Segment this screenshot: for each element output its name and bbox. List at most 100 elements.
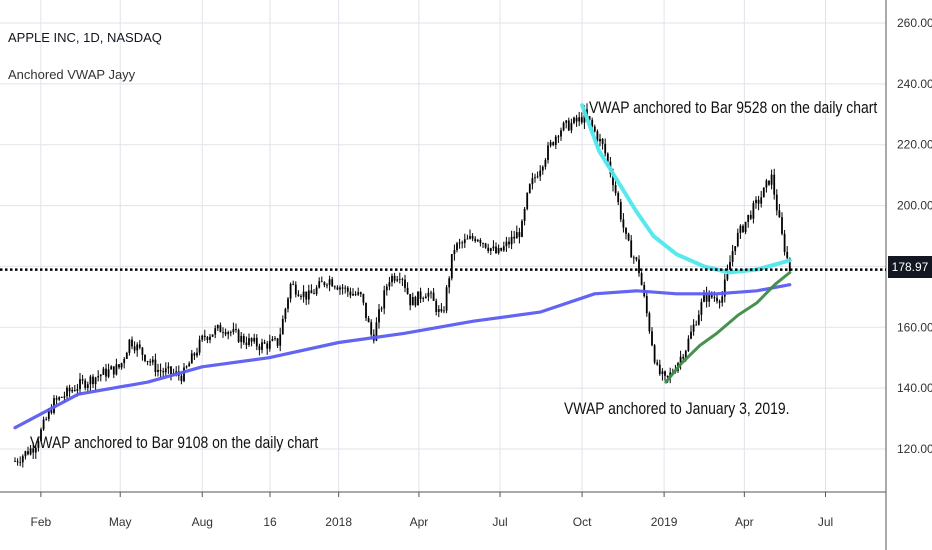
price-candle-body <box>229 332 232 333</box>
price-candle-body <box>461 242 464 244</box>
price-candle-body <box>76 389 79 391</box>
price-candle-body <box>357 292 360 295</box>
price-candle-body <box>752 203 755 219</box>
price-candle-body <box>713 297 716 299</box>
price-candle-body <box>443 310 445 312</box>
price-candle-body <box>638 259 640 274</box>
price-candle-body <box>73 389 76 391</box>
x-tick-label: 2019 <box>651 515 678 529</box>
price-candle-body <box>570 122 573 131</box>
price-candle-body <box>167 366 170 369</box>
price-candle-body <box>406 287 409 295</box>
price-candle-body <box>588 116 591 120</box>
price-candle-body <box>430 292 432 294</box>
price-candle-body <box>700 301 703 315</box>
price-candle-body <box>656 362 659 365</box>
price-candle-body <box>549 142 552 146</box>
price-candle-body <box>89 376 92 385</box>
price-candle-body <box>180 375 183 382</box>
price-candle-body <box>315 287 318 294</box>
price-candle-body <box>476 239 479 242</box>
price-candle-body <box>635 257 638 260</box>
price-candle-body <box>250 338 253 342</box>
price-candle-body <box>328 279 331 285</box>
price-candle-body <box>365 302 367 319</box>
price-candle-body <box>502 246 505 251</box>
price-candle-body <box>310 290 313 294</box>
price-candle-body <box>492 246 495 249</box>
price-candle-body <box>141 347 144 355</box>
price-candle-body <box>453 250 456 255</box>
price-candle-body <box>708 292 711 302</box>
price-candle-body <box>60 397 63 398</box>
price-candle-body <box>580 117 583 123</box>
price-candle-body <box>203 335 206 338</box>
price-candle-body <box>29 448 32 455</box>
y-tick-label: 160.00 <box>897 320 932 334</box>
y-tick-label: 260.00 <box>897 16 932 30</box>
price-candle-body <box>450 254 453 279</box>
price-candle-body <box>422 298 425 300</box>
price-candle-body <box>131 339 133 347</box>
price-candle-body <box>146 361 149 362</box>
price-candle-body <box>323 282 326 286</box>
price-candle-body <box>110 366 113 370</box>
price-candle-body <box>237 329 240 343</box>
price-candle-body <box>487 247 490 252</box>
price-candle-body <box>242 335 245 343</box>
price-candle-body <box>216 325 219 329</box>
price-candle-body <box>154 359 157 373</box>
price-candle-body <box>281 319 284 335</box>
price-candle-body <box>786 251 789 258</box>
price-candle-body <box>349 291 352 296</box>
price-candle-body <box>388 282 391 287</box>
price-candle-body <box>55 398 58 400</box>
price-candle-body <box>219 325 222 333</box>
x-tick-label: Apr <box>735 515 754 529</box>
price-candle-body <box>354 293 357 295</box>
price-candle-body <box>437 309 440 313</box>
price-candle-body <box>765 180 768 188</box>
price-candle-body <box>768 180 770 185</box>
price-candle-body <box>617 192 620 203</box>
price-candle-body <box>393 275 396 281</box>
price-candle-body <box>138 344 141 348</box>
price-candle-body <box>222 332 224 333</box>
price-candle-body <box>427 292 430 297</box>
price-candle-body <box>58 397 61 400</box>
price-candle-body <box>307 290 310 300</box>
price-candle-body <box>619 202 622 220</box>
indicator-name[interactable]: Anchored VWAP Jayy <box>8 67 136 82</box>
y-tick-label: 120.00 <box>897 442 932 456</box>
price-candle-body <box>255 337 258 347</box>
price-candle-body <box>409 294 412 306</box>
price-candle-body <box>63 396 66 398</box>
price-candle-body <box>19 462 22 464</box>
x-tick-label: Apr <box>410 515 429 529</box>
price-candle-body <box>445 287 448 311</box>
annotation-middle: VWAP anchored to January 3, 2019. <box>564 399 790 418</box>
price-candles <box>14 103 791 468</box>
price-candle-body <box>240 335 243 343</box>
price-candle-body <box>632 257 635 259</box>
price-candle-body <box>593 126 596 132</box>
y-tick-label: 200.00 <box>897 199 932 213</box>
price-candle-body <box>513 236 516 239</box>
price-candle-body <box>521 220 523 237</box>
price-candle-body <box>625 227 627 234</box>
price-candle-body <box>664 371 666 376</box>
price-candle-body <box>515 232 518 239</box>
price-candle-body <box>235 328 237 330</box>
price-candle-body <box>123 358 126 364</box>
price-candle-body <box>331 279 334 287</box>
price-candle-body <box>214 328 217 335</box>
price-candle-body <box>24 451 27 457</box>
price-candle-body <box>552 142 555 146</box>
price-candle-body <box>627 233 630 241</box>
vwap-line-bar-9528 <box>580 103 792 275</box>
price-candle-body <box>705 292 708 302</box>
price-candle-body <box>518 232 521 237</box>
price-candle-body <box>573 117 575 123</box>
price-candle-body <box>313 293 315 294</box>
